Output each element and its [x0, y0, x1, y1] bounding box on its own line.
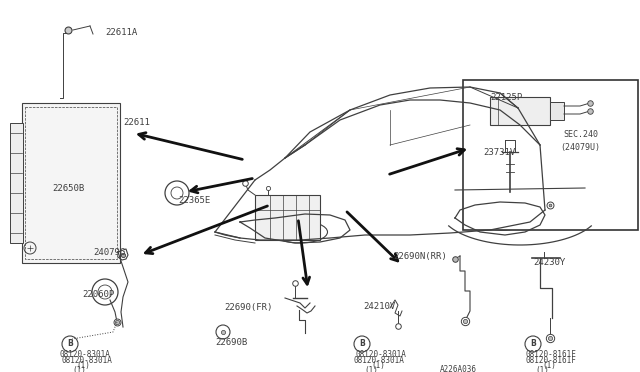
Text: 24230Y: 24230Y [533, 258, 565, 267]
Text: SEC.240: SEC.240 [563, 130, 598, 139]
Text: 22690(FR): 22690(FR) [224, 303, 273, 312]
Text: (1): (1) [364, 366, 378, 372]
Bar [550, 102, 564, 120]
Text: (1): (1) [72, 366, 86, 372]
Text: 08120-8301A: 08120-8301A [60, 350, 111, 359]
Text: 08120-8161F: 08120-8161F [525, 356, 576, 365]
Text: 22125P: 22125P [490, 93, 522, 102]
Text: 22611A: 22611A [105, 28, 137, 37]
Ellipse shape [273, 221, 328, 243]
Text: 08120-8301A: 08120-8301A [62, 356, 113, 365]
Text: (1): (1) [542, 361, 556, 370]
Text: 22365E: 22365E [178, 196, 211, 205]
Bar [490, 97, 550, 125]
Text: 22690B: 22690B [215, 338, 247, 347]
Bar [22, 103, 120, 263]
Text: (24079U): (24079U) [560, 143, 600, 152]
Text: 22690N(RR): 22690N(RR) [393, 252, 447, 261]
Text: A226A036: A226A036 [440, 365, 477, 372]
Text: 08120-8301A: 08120-8301A [354, 356, 405, 365]
Text: (1): (1) [371, 361, 385, 370]
Text: 23731V: 23731V [483, 148, 515, 157]
Text: 24210V: 24210V [363, 302, 396, 311]
Text: 08120-8301A: 08120-8301A [355, 350, 406, 359]
Text: 22650B: 22650B [52, 184, 84, 193]
Bar [463, 80, 638, 230]
Text: 24079G: 24079G [93, 248, 125, 257]
Ellipse shape [486, 214, 520, 227]
Text: 08120-8161F: 08120-8161F [526, 350, 577, 359]
Bar [25, 107, 117, 259]
Ellipse shape [281, 224, 319, 240]
Text: B: B [530, 340, 536, 349]
Text: 22060P: 22060P [82, 290, 115, 299]
Text: (1): (1) [76, 361, 90, 370]
Text: 22611: 22611 [123, 118, 150, 127]
Text: B: B [359, 340, 365, 349]
Bar [10, 123, 23, 243]
Text: (1): (1) [535, 366, 549, 372]
Bar [255, 195, 320, 240]
Text: B: B [67, 340, 73, 349]
Ellipse shape [478, 210, 528, 230]
